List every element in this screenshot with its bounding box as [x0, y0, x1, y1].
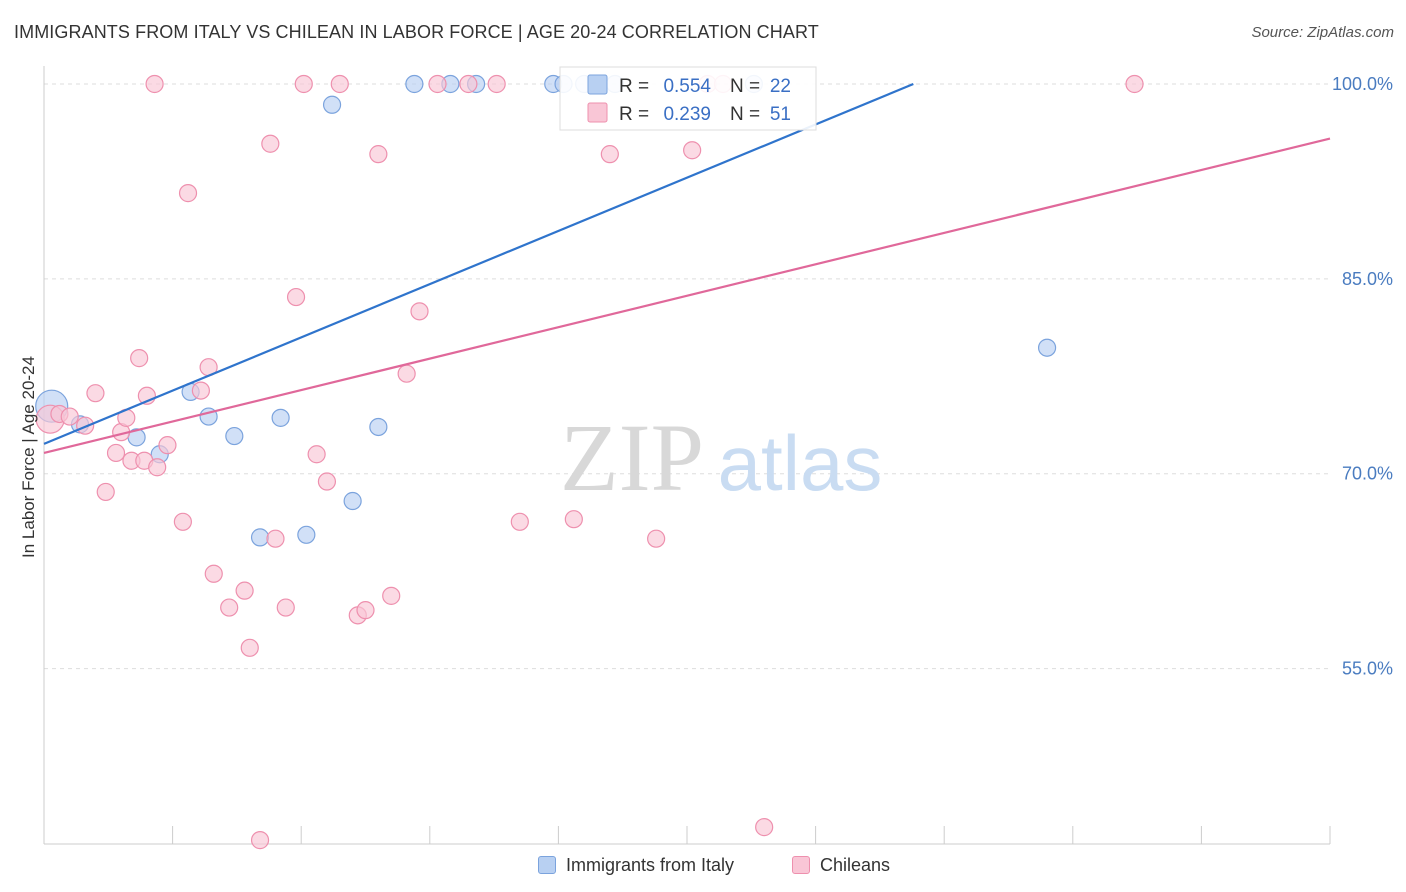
point-chileans: [145, 74, 164, 94]
point-chileans: [130, 349, 149, 368]
point-chileans: [330, 74, 349, 94]
point-chileans: [261, 134, 280, 153]
y-tick-label: 55.0%: [1342, 659, 1393, 679]
point-chileans: [600, 145, 619, 164]
legend-n-label: N =: [730, 76, 760, 97]
legend-swatch-italy: [538, 856, 556, 874]
point-italy: [343, 491, 362, 511]
y-tick-label: 70.0%: [1342, 464, 1393, 484]
legend-r-value: 0.554: [663, 76, 711, 97]
point-italy: [369, 417, 388, 437]
point-chileans: [86, 384, 105, 403]
point-italy: [1037, 338, 1057, 357]
point-chileans: [356, 601, 375, 620]
trend-line-chileans: [43, 137, 1331, 455]
point-chileans: [459, 74, 478, 94]
trend-line-italy: [43, 82, 914, 445]
point-chileans: [235, 581, 254, 600]
point-chileans: [564, 510, 583, 529]
point-chileans: [410, 302, 429, 321]
legend-n-value: 22: [770, 76, 791, 97]
point-chileans: [106, 443, 126, 463]
chart-source: Source: ZipAtlas.com: [1251, 24, 1394, 41]
point-chileans: [755, 818, 774, 837]
point-chileans: [60, 407, 79, 426]
tick-labels: 55.0%70.0%85.0%100.0%0.0%25.0%: [1332, 74, 1393, 679]
legend-swatch: [587, 74, 608, 95]
legend-swatch-chileans: [792, 856, 810, 874]
point-chileans: [240, 638, 259, 657]
grid-lines: [44, 83, 1330, 670]
point-chileans: [294, 74, 313, 94]
point-chileans: [266, 529, 285, 548]
point-chileans: [317, 472, 337, 491]
point-chileans: [647, 529, 666, 548]
bottom-legend: Immigrants from Italy Chileans: [0, 852, 1406, 880]
legend-item-italy: Immigrants from Italy: [538, 852, 734, 878]
point-chileans: [397, 364, 416, 383]
point-italy: [225, 426, 244, 446]
y-tick-label: 85.0%: [1342, 269, 1393, 289]
point-chileans: [487, 74, 506, 94]
point-chileans: [1125, 74, 1144, 94]
legend-n-value: 51: [770, 104, 791, 125]
watermark-zip: ZIP: [560, 404, 704, 511]
y-tick-label: 100.0%: [1332, 74, 1393, 94]
watermark: ZIP atlas: [560, 404, 882, 511]
legend-item-chileans: Chileans: [792, 852, 890, 878]
point-chileans: [158, 436, 177, 455]
point-chileans: [276, 598, 295, 617]
legend-r-label: R =: [619, 104, 649, 125]
point-italy: [322, 95, 342, 114]
point-chileans: [428, 74, 447, 94]
point-chileans: [382, 586, 401, 605]
point-chileans: [220, 598, 239, 617]
point-chileans: [178, 184, 198, 203]
legend-r-label: R =: [619, 76, 649, 97]
point-italy: [271, 408, 290, 427]
point-chileans: [683, 141, 702, 160]
scatter-chart: ZIP atlas 55.0%70.0%85.0%100.0%0.0%25.0%…: [19, 66, 1393, 850]
point-chileans: [250, 831, 270, 850]
point-italy: [250, 528, 270, 547]
point-chileans: [204, 564, 223, 583]
point-chileans: [286, 287, 306, 307]
point-chileans: [173, 512, 192, 531]
point-chileans: [191, 381, 210, 400]
point-italy: [297, 525, 316, 544]
legend: R = 0.554 N = 22 R = 0.239 N = 51: [559, 66, 817, 131]
legend-n-label: N =: [730, 104, 760, 125]
trend-lines: [43, 82, 1331, 455]
watermark-atlas: atlas: [718, 419, 883, 507]
point-chileans: [96, 482, 115, 502]
legend-label-chileans: Chileans: [820, 854, 891, 875]
legend-r-value: 0.239: [663, 104, 711, 125]
point-chileans: [148, 458, 167, 477]
legend-swatch: [587, 102, 608, 123]
point-italy: [405, 74, 424, 94]
legend-label-italy: Immigrants from Italy: [566, 854, 735, 875]
point-chileans: [307, 445, 326, 464]
point-chileans: [510, 512, 529, 531]
chart-title: IMMIGRANTS FROM ITALY VS CHILEAN IN LABO…: [14, 22, 819, 42]
y-axis-label: In Labor Force | Age 20-24: [19, 356, 38, 558]
point-chileans: [369, 145, 388, 164]
